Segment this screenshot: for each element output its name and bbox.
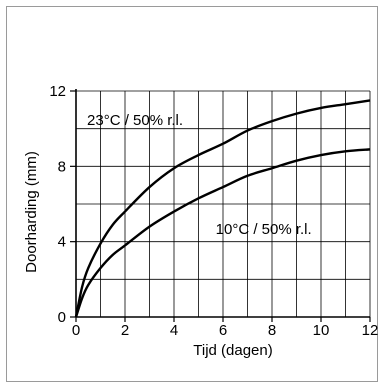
x-tick-label: 8 [268, 322, 276, 339]
annotations: 23°C / 50% r.l. 10°C / 50% r.l. [87, 112, 312, 238]
annotation-10c: 10°C / 50% r.l. [216, 221, 312, 238]
annotation-23c: 23°C / 50% r.l. [87, 112, 183, 129]
y-axis-label: Doorharding (mm) [23, 151, 40, 273]
series-line-1 [74, 148, 371, 318]
y-tick-label: 12 [49, 83, 66, 100]
y-tick-label: 8 [58, 158, 66, 175]
chart-frame [6, 6, 378, 382]
x-tick-label: 6 [219, 322, 227, 339]
x-tick-label: 2 [121, 322, 129, 339]
tick-labels: 0 2 4 6 8 10 12 0 4 8 12 [49, 83, 378, 339]
x-tick-label: 0 [72, 322, 80, 339]
x-tick-label: 4 [170, 322, 178, 339]
y-tick-label: 4 [58, 234, 66, 251]
x-axis-label: Tijd (dagen) [193, 342, 272, 359]
x-tick-label: 10 [313, 322, 330, 339]
series-line-0 [74, 99, 371, 318]
x-tick-label: 12 [362, 322, 379, 339]
series-lines [74, 99, 371, 318]
y-tick-label: 0 [58, 309, 66, 326]
